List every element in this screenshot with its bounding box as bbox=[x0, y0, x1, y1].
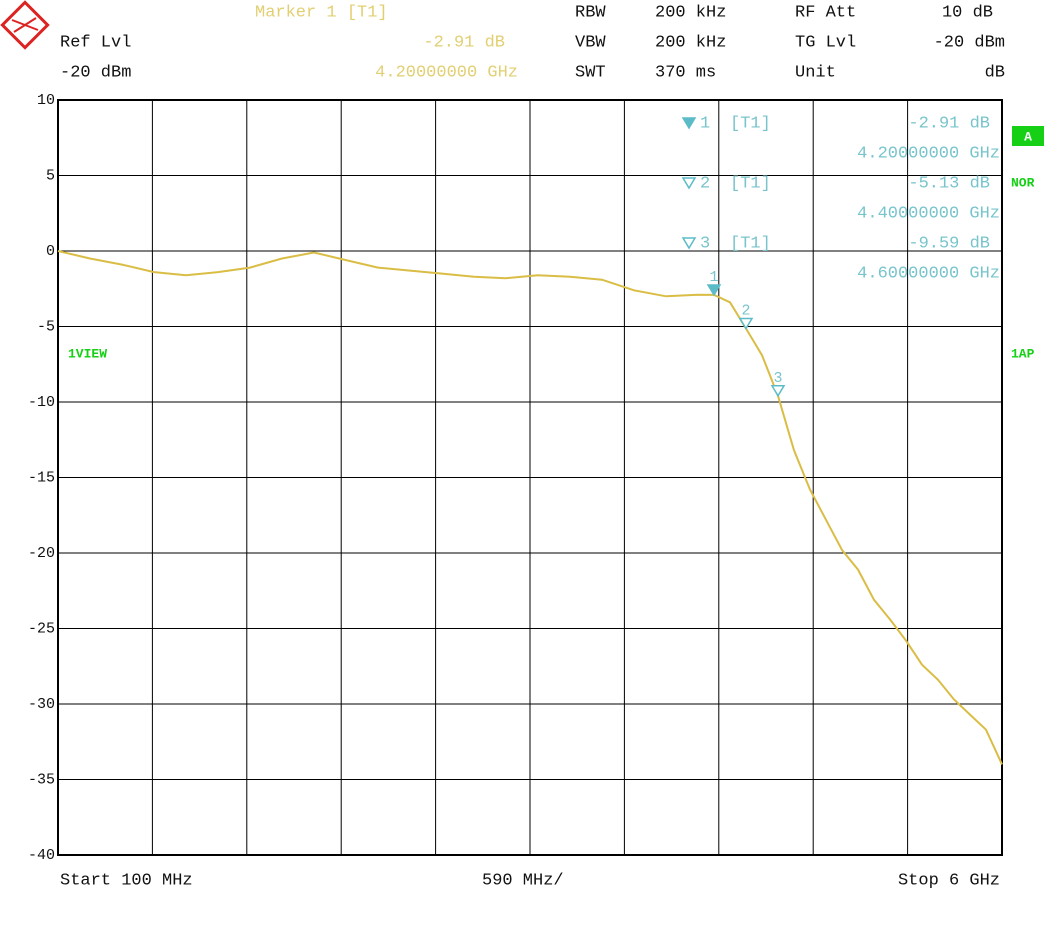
marker-legend-level: -2.91 dB bbox=[908, 114, 990, 133]
marker-number: 1 bbox=[709, 269, 718, 286]
detector: NOR bbox=[1011, 175, 1035, 190]
view: 1VIEW bbox=[68, 346, 107, 361]
marker-level: -2.91 dB bbox=[423, 33, 505, 52]
y-tick-label: -15 bbox=[28, 469, 55, 486]
y-tick-label: 10 bbox=[37, 92, 55, 109]
rbw: 200 kHz bbox=[655, 3, 726, 22]
swt-label: SWT bbox=[575, 63, 606, 82]
marker-legend-trace: [T1] bbox=[730, 174, 771, 193]
stop-freq: Stop 6 GHz bbox=[898, 871, 1000, 890]
marker-legend-icon bbox=[681, 117, 697, 130]
trace-mode-box bbox=[1012, 126, 1044, 146]
marker-legend-number: 3 bbox=[700, 234, 710, 253]
y-tick-label: -20 bbox=[28, 545, 55, 562]
vbw: 200 kHz bbox=[655, 33, 726, 52]
y-tick-label: 5 bbox=[46, 167, 55, 184]
span-div: 590 MHz/ bbox=[482, 871, 564, 890]
marker-legend-icon bbox=[681, 237, 697, 250]
unit: dB bbox=[985, 63, 1005, 82]
marker-legend-level: -5.13 dB bbox=[908, 174, 990, 193]
rbw-label: RBW bbox=[575, 3, 606, 22]
marker-legend-level: -9.59 dB bbox=[908, 234, 990, 253]
y-tick-label: -25 bbox=[28, 620, 55, 637]
trace bbox=[57, 250, 1003, 765]
rf-att-label: RF Att bbox=[795, 3, 856, 22]
y-tick-label: 0 bbox=[46, 243, 55, 260]
logo bbox=[0, 0, 50, 50]
marker bbox=[738, 317, 754, 330]
trace-mode: A bbox=[1024, 129, 1032, 144]
marker bbox=[770, 385, 786, 398]
marker-legend-trace: [T1] bbox=[730, 114, 771, 133]
marker-number: 3 bbox=[773, 370, 782, 387]
marker-title: Marker 1 [T1] bbox=[255, 3, 388, 22]
marker-legend-freq: 4.60000000 GHz bbox=[857, 264, 1000, 283]
plot-frame bbox=[57, 99, 1003, 856]
ap: 1AP bbox=[1011, 346, 1035, 361]
swt: 370 ms bbox=[655, 63, 716, 82]
y-tick-label: -40 bbox=[28, 847, 55, 864]
tg-lvl: -20 dBm bbox=[934, 33, 1005, 52]
y-tick-label: -5 bbox=[37, 318, 55, 335]
unit-label: Unit bbox=[795, 63, 836, 82]
marker-legend-number: 2 bbox=[700, 174, 710, 193]
start-freq: Start 100 MHz bbox=[60, 871, 193, 890]
y-tick-label: -35 bbox=[28, 771, 55, 788]
marker-freq: 4.20000000 GHz bbox=[375, 63, 518, 82]
marker-number: 2 bbox=[741, 302, 750, 319]
marker-legend-freq: 4.40000000 GHz bbox=[857, 204, 1000, 223]
marker-legend-freq: 4.20000000 GHz bbox=[857, 144, 1000, 163]
ref-lvl-label: Ref Lvl bbox=[60, 33, 131, 52]
marker-legend-number: 1 bbox=[700, 114, 710, 133]
tg-lvl-label: TG Lvl bbox=[795, 33, 856, 52]
ref-lvl: -20 dBm bbox=[60, 63, 131, 82]
vbw-label: VBW bbox=[575, 33, 606, 52]
marker-legend-trace: [T1] bbox=[730, 234, 771, 253]
marker bbox=[706, 284, 722, 297]
y-tick-label: -30 bbox=[28, 696, 55, 713]
rf-att: 10 dB bbox=[942, 3, 993, 22]
marker-legend-icon bbox=[681, 177, 697, 190]
plot: 10 5 0 -5 -10 -15 -20 -25 -30 -35 -40 1 1 [T1] -2.91 d… bbox=[28, 92, 1003, 864]
y-tick-label: -10 bbox=[28, 394, 55, 411]
